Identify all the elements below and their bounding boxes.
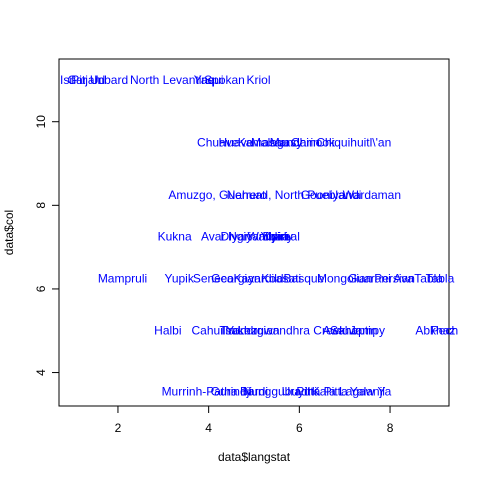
point-label: Ngiyambaa: [228, 230, 289, 244]
point-label: Wardaman: [343, 188, 401, 202]
point-label: Yandruwandhra Creek: [226, 324, 346, 338]
x-tick-label: 6: [296, 421, 303, 435]
point-label: Tabla: [414, 271, 443, 285]
point-label: Kriol: [247, 73, 271, 87]
x-tick-label: 4: [205, 421, 212, 435]
point-label: Chinook: [291, 136, 336, 150]
point-label: Murrinh-Patha: [162, 384, 238, 398]
point-label: Warlpiri: [247, 230, 287, 244]
point-label: Nahuatl, North Puebla: [227, 188, 345, 202]
point-label: Kamasau: [238, 136, 289, 150]
x-axis: 2 4 6 8: [115, 405, 394, 435]
point-label: Nunggubuyu: [243, 384, 311, 398]
point-label: Chiquihuitl\'an: [316, 136, 391, 150]
y-axis-title: data$col: [2, 210, 16, 255]
point-label: Spokan: [204, 73, 245, 87]
point-label: Seneca: [193, 271, 234, 285]
point-label: Gurindji: [211, 384, 252, 398]
point-label: Persian: [374, 271, 415, 285]
point-label: Cahuilla: [192, 324, 236, 338]
point-label: Mandarin: [270, 136, 320, 150]
point-label: Georgian: [211, 271, 260, 285]
point-label: Car: [67, 73, 86, 87]
point-label: Pech: [431, 324, 458, 338]
point-label: Ud: [90, 73, 105, 87]
point-label: Pitta Pitta: [296, 384, 348, 398]
point-label: Bardi: [240, 384, 268, 398]
y-tick-label: 8: [34, 202, 48, 209]
y-tick-label: 10: [34, 115, 48, 129]
point-label: Mampruli: [98, 271, 147, 285]
point-label: Gooniyandi: [301, 188, 362, 202]
point-label: Yidiny: [261, 230, 293, 244]
point-label: Malagasy: [251, 136, 302, 150]
point-label: Kukna: [158, 230, 192, 244]
point-label: Sahaptin: [330, 324, 377, 338]
point-label: Dyirbal: [263, 230, 300, 244]
point-label: Halbi: [154, 324, 181, 338]
y-tick-label: 4: [34, 369, 48, 376]
point-label: Jampy: [350, 324, 385, 338]
point-label: Tabla: [426, 271, 455, 285]
point-label: Yalanji: [350, 384, 385, 398]
point-label: Abkhaz: [415, 324, 455, 338]
point-label: Tsakhur: [219, 324, 261, 338]
point-label: Awtuw: [323, 324, 358, 338]
point-label: North Levantine: [130, 73, 215, 87]
point-label: Amuzgo, Guerrero: [168, 188, 267, 202]
y-axis: 4 6 8 10: [34, 115, 60, 376]
y-tick-label: 6: [34, 285, 48, 292]
point-label: Avar: [201, 230, 225, 244]
point-label: Guarani Ava: [348, 271, 414, 285]
x-axis-title: data$langstat: [218, 450, 291, 464]
point-label: Yupik: [164, 271, 194, 285]
point-label: Mongolian: [317, 271, 372, 285]
point-label: Basque: [284, 271, 325, 285]
point-label: Pitjan: [71, 73, 101, 87]
point-label: Koasati: [261, 271, 301, 285]
point-label: Isn: [60, 73, 76, 87]
point-label: Huave: [219, 136, 254, 150]
point-label: Kala Lagaw Ya: [312, 384, 392, 398]
point-label: Kayardild: [234, 271, 284, 285]
point-label: Diyari: [221, 230, 252, 244]
point-label: Yaqui: [194, 73, 224, 87]
point-label: Chuave: [197, 136, 239, 150]
x-tick-label: 8: [387, 421, 394, 435]
point-label: Lezgian: [238, 324, 280, 338]
point-label: Uradhi: [282, 384, 317, 398]
point-label: Inbard: [94, 73, 128, 87]
x-tick-label: 2: [115, 421, 122, 435]
